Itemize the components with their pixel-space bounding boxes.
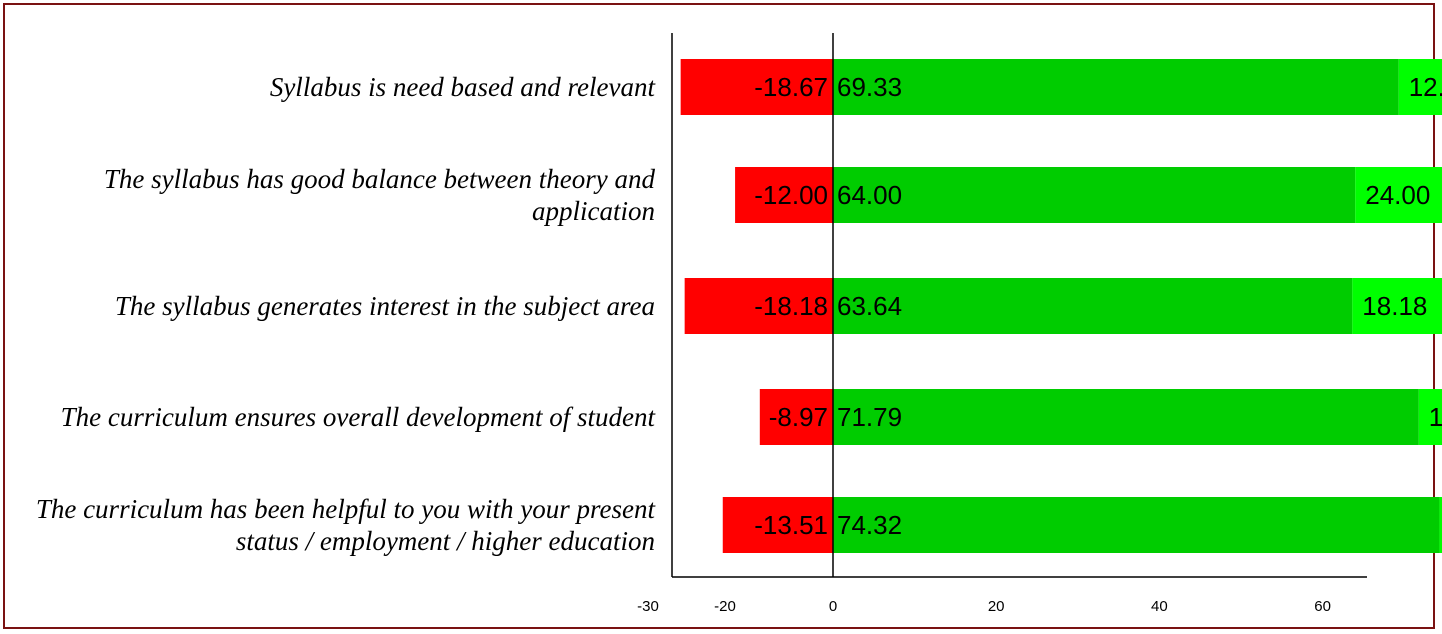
- data-label-negative: -13.51: [754, 510, 828, 540]
- data-label-negative: -12.00: [754, 180, 828, 210]
- x-tick-label: -30: [637, 598, 659, 615]
- category-label: The curriculum has been helpful to you w…: [35, 494, 655, 556]
- data-label-negative: -8.97: [769, 402, 828, 432]
- bar-negative: [680, 59, 833, 115]
- bar-negative: [759, 389, 833, 445]
- data-label-negative: -18.67: [754, 72, 828, 102]
- bar-mid: [833, 167, 1356, 223]
- data-label-mid: 63.64: [837, 291, 902, 321]
- bar-mid: [833, 278, 1353, 334]
- data-label-mid: 71.79: [837, 402, 902, 432]
- bar-positive: [1352, 278, 1442, 334]
- bar-negative: [722, 497, 833, 553]
- data-label-mid: 69.33: [837, 72, 902, 102]
- data-label-positive: 24.00: [1365, 180, 1430, 210]
- data-label-mid: 74.32: [837, 510, 902, 540]
- bar-positive: [1418, 389, 1442, 445]
- data-label-mid: 64.00: [837, 180, 902, 210]
- x-tick-label: 60: [1314, 598, 1331, 615]
- bar-mid: [833, 497, 1440, 553]
- bar-positive: [1355, 167, 1442, 223]
- data-label-positive: 18.18: [1362, 291, 1427, 321]
- x-tick-label: -20: [714, 598, 736, 615]
- x-tick-label: 40: [1151, 598, 1168, 615]
- category-label: The curriculum ensures overall developme…: [60, 402, 655, 432]
- bar-negative: [684, 278, 833, 334]
- bar-positive: [1398, 59, 1442, 115]
- bar-mid: [833, 389, 1419, 445]
- bar-positive: [1439, 497, 1442, 553]
- category-label: Syllabus is need based and relevant: [269, 72, 655, 102]
- category-label: The syllabus has good balance between th…: [103, 164, 655, 226]
- data-label-positive: 12.00: [1409, 72, 1442, 102]
- data-label-negative: -18.18: [754, 291, 828, 321]
- x-tick-label: 20: [988, 598, 1005, 615]
- x-tick-label: 0: [829, 598, 837, 615]
- bar-mid: [833, 59, 1399, 115]
- bar-negative: [735, 167, 833, 223]
- category-label: The syllabus generates interest in the s…: [114, 291, 655, 321]
- data-label-positive: 19.23: [1429, 402, 1442, 432]
